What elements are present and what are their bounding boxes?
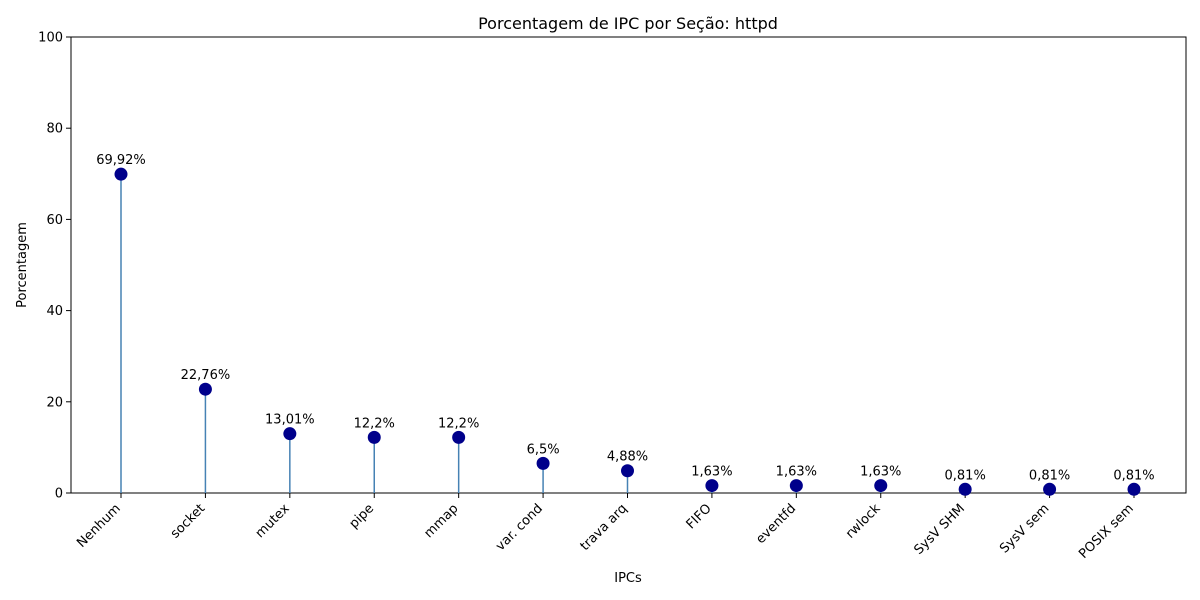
data-point	[1043, 482, 1057, 496]
plot-area	[70, 36, 1187, 494]
data-point	[536, 456, 550, 470]
y-axis: 0 20 40 60 80 100	[38, 31, 71, 502]
x-tick-label: var. cond	[493, 501, 546, 554]
data-label: 22,76%	[181, 368, 231, 383]
y-tick-label: 0	[55, 487, 63, 502]
x-tick-label: mmap	[422, 501, 462, 541]
y-tick-label: 60	[46, 213, 63, 228]
data-label: 0,81%	[1113, 468, 1154, 483]
data-label: 0,81%	[1029, 468, 1070, 483]
data-label: 12,2%	[438, 416, 479, 431]
plot-frame	[70, 36, 1187, 494]
x-axis-label: IPCs	[614, 571, 642, 586]
data-label: 0,81%	[945, 468, 986, 483]
x-axis: Nenhum socket mutex pipe mmap var. cond trava …	[74, 493, 1137, 562]
data-label: 6,5%	[527, 442, 560, 457]
x-tick-label: POSIX sem	[1076, 501, 1137, 562]
y-tick-label: 40	[46, 304, 63, 319]
x-tick-label: socket	[168, 501, 208, 541]
data-marks: 69,92% 22,76% 13,01% 12,2% 12,2% 6,5% 4,88% 1,6…	[96, 153, 1155, 496]
chart-title: Porcentagem de IPC por Seção: httpd	[478, 14, 778, 33]
x-tick-label: rwlock	[843, 501, 884, 542]
data-label: 1,63%	[691, 465, 732, 480]
data-label: 13,01%	[265, 413, 315, 428]
x-tick-label: mutex	[253, 501, 293, 541]
data-point	[1127, 482, 1141, 496]
data-point	[367, 430, 381, 444]
x-tick-label: Nenhum	[74, 501, 124, 551]
data-point	[621, 464, 634, 478]
data-label: 1,63%	[860, 465, 901, 480]
data-label: 1,63%	[776, 465, 817, 480]
x-tick-label: eventfd	[753, 501, 799, 547]
y-tick-label: 100	[38, 31, 63, 46]
x-tick-label: FIFO	[684, 501, 715, 532]
x-tick-label: SysV sem	[997, 501, 1052, 556]
data-label: 69,92%	[96, 153, 146, 168]
x-tick-label: trava arq	[578, 501, 631, 554]
data-point	[789, 479, 803, 493]
data-point	[198, 382, 212, 396]
data-point	[452, 430, 466, 444]
data-point	[114, 167, 128, 181]
x-tick-label: pipe	[347, 501, 377, 531]
data-point	[705, 479, 719, 493]
y-tick-label: 80	[46, 122, 63, 137]
data-label: 12,2%	[354, 416, 395, 431]
data-point	[283, 427, 297, 441]
data-point	[958, 482, 972, 496]
data-point	[874, 479, 888, 493]
data-label: 4,88%	[607, 450, 648, 465]
y-tick-label: 20	[46, 395, 63, 410]
x-tick-label: SysV SHM	[911, 501, 968, 558]
y-axis-label: Porcentagem	[15, 222, 30, 308]
